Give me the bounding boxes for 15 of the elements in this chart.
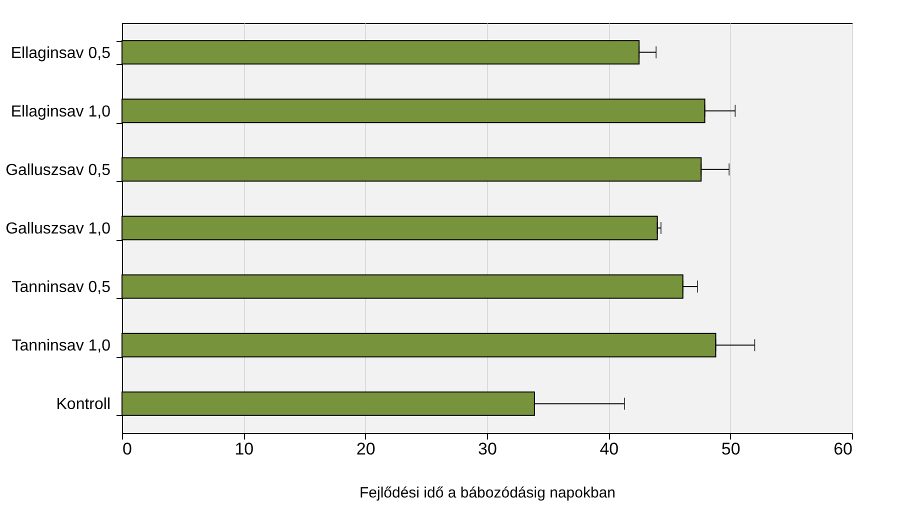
x-tick-label: 60 — [834, 440, 852, 458]
x-tick-label: 50 — [721, 440, 740, 458]
x-tick-label: 10 — [234, 440, 254, 458]
y-tick-label: Ellaginsav 1,0 — [10, 103, 111, 120]
y-tick-label: Kontroll — [56, 396, 110, 414]
x-tick-label: 20 — [356, 440, 376, 458]
y-tick-label: Tanninsav 0,5 — [12, 279, 111, 296]
x-axis-title: Fejlődési idő a bábozódásig napokban — [359, 484, 616, 502]
x-tick-label: 30 — [478, 440, 497, 458]
x-tick-label: 40 — [600, 440, 619, 458]
y-tick-label: Ellaginsav 0,5 — [10, 44, 111, 62]
y-tick-label: Galluszsav 0,5 — [6, 162, 111, 179]
y-tick-label: Tanninsav 1,0 — [12, 338, 111, 355]
x-tick-label: 0 — [122, 440, 132, 458]
y-tick-label: Galluszsav 1,0 — [6, 220, 111, 238]
